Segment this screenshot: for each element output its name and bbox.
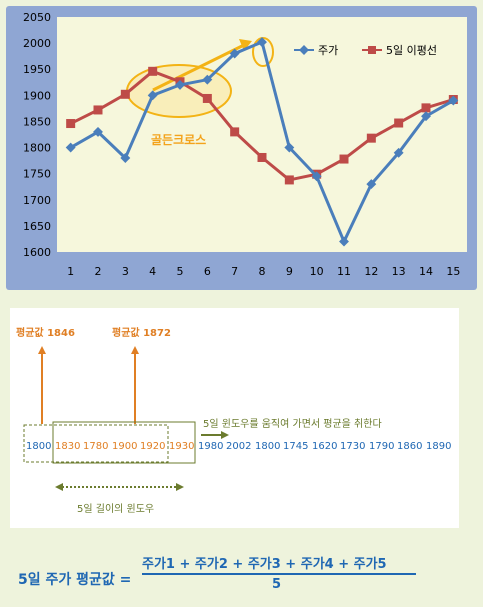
data-point [148,66,158,76]
x-tick-label: 6 [204,265,211,278]
x-tick-label: 15 [446,265,460,278]
data-point [366,179,377,190]
data-point [366,133,376,143]
window-value: 1920 [140,441,166,452]
data-point [230,127,240,137]
data-point [284,142,295,153]
window-value: 1800 [26,441,52,452]
move-arrow-head [221,431,229,439]
data-point [65,142,76,153]
data-point [339,154,349,164]
window-box-dashed [23,424,169,463]
data-point [394,118,404,128]
trend-arrow-head [239,39,252,51]
window-length-caption: 5일 길이의 윈도우 [77,504,155,515]
window-value: 1780 [83,441,109,452]
x-tick-label: 4 [149,265,156,278]
formula-numerator: 주가1 + 주가2 + 주가3 + 주가4 + 주가5 [142,557,387,572]
y-tick-label: 2000 [23,37,51,50]
legend-square-icon [368,46,376,54]
data-point [284,175,294,185]
window-value: 1620 [312,441,338,452]
window-value: 1900 [112,441,138,452]
data-point [120,153,131,163]
window-box-solid [52,421,196,464]
x-tick-label: 1 [67,265,74,278]
data-point [202,74,213,85]
data-point [93,126,103,137]
x-tick-label: 9 [286,265,293,278]
data-point [339,236,349,247]
x-tick-label: 11 [337,265,351,278]
data-point [147,90,158,101]
window-value: 1980 [198,441,224,452]
data-point [421,103,431,113]
y-tick-label: 2050 [23,11,51,24]
y-tick-label: 1650 [23,220,51,233]
data-point [393,147,404,158]
peak-highlight [252,37,274,67]
golden-cross-annotation: 골든크로스 [151,133,206,147]
data-point [66,119,76,129]
y-tick-label: 1750 [23,168,51,181]
avg-arrow-2-head [131,346,139,354]
data-point [202,93,212,103]
moving-window-caption: 5일 윈도우를 움직여 가면서 평균을 취한다 [203,419,382,430]
x-tick-label: 13 [392,265,406,278]
x-tick-label: 8 [259,265,266,278]
window-graphics [23,346,229,491]
trend-arrow [152,43,245,92]
data-point [93,105,103,115]
y-tick-label: 1600 [23,246,51,259]
average-formula: 5일 주가 평균값 = 주가1 + 주가2 + 주가3 + 주가4 + 주가5 … [10,546,459,600]
window-value: 1930 [169,441,195,452]
legend: 주가 5일 이평선 [294,43,437,57]
avg-label-1: 평균값 1846 [16,328,75,339]
window-value: 1745 [283,441,309,452]
formula-lhs: 5일 주가 평균값 = [18,572,132,588]
chart-panel: 1600 1650 1700 1750 1800 1850 1900 1950 2000 2050… [6,6,477,290]
data-point [311,171,322,182]
formula-denominator: 5 [272,577,282,592]
window-length-arrow-left [55,483,63,491]
x-tick-label: 14 [419,265,433,278]
window-value: 1800 [255,441,281,452]
x-tick-label: 2 [95,265,102,278]
x-tick-label: 7 [231,265,238,278]
legend-label-price: 주가 [318,44,338,57]
avg-arrow-1-head [38,346,46,354]
data-point [257,152,267,162]
window-value: 2002 [226,441,252,452]
window-value: 1860 [397,441,423,452]
legend-label-ma: 5일 이평선 [386,43,437,57]
window-value: 1730 [340,441,366,452]
data-point [229,48,240,59]
data-point [175,79,185,90]
moving-window-diagram: 평균값 1846 평균값 1872 5일 윈도우를 움직여 가면서 평균을 취한… [10,308,459,528]
y-tick-label: 1700 [23,194,51,207]
avg-label-2: 평균값 1872 [112,328,171,339]
x-tick-label: 3 [122,265,129,278]
window-value: 1790 [369,441,395,452]
window-value: 1890 [426,441,452,452]
y-tick-label: 1950 [23,63,51,76]
window-value: 1830 [55,441,81,452]
x-tick-label: 5 [177,265,184,278]
x-tick-label: 12 [364,265,378,278]
y-tick-label: 1800 [23,142,51,155]
y-tick-label: 1850 [23,115,51,128]
window-length-arrow-right [176,483,184,491]
formula-fraction-bar [142,573,416,575]
x-tick-label: 10 [310,265,324,278]
data-point [120,89,130,99]
stock-line-chart: 1600 1650 1700 1750 1800 1850 1900 1950 2000 2050… [23,11,467,278]
y-tick-label: 1900 [23,89,51,102]
plot-area [57,17,467,252]
